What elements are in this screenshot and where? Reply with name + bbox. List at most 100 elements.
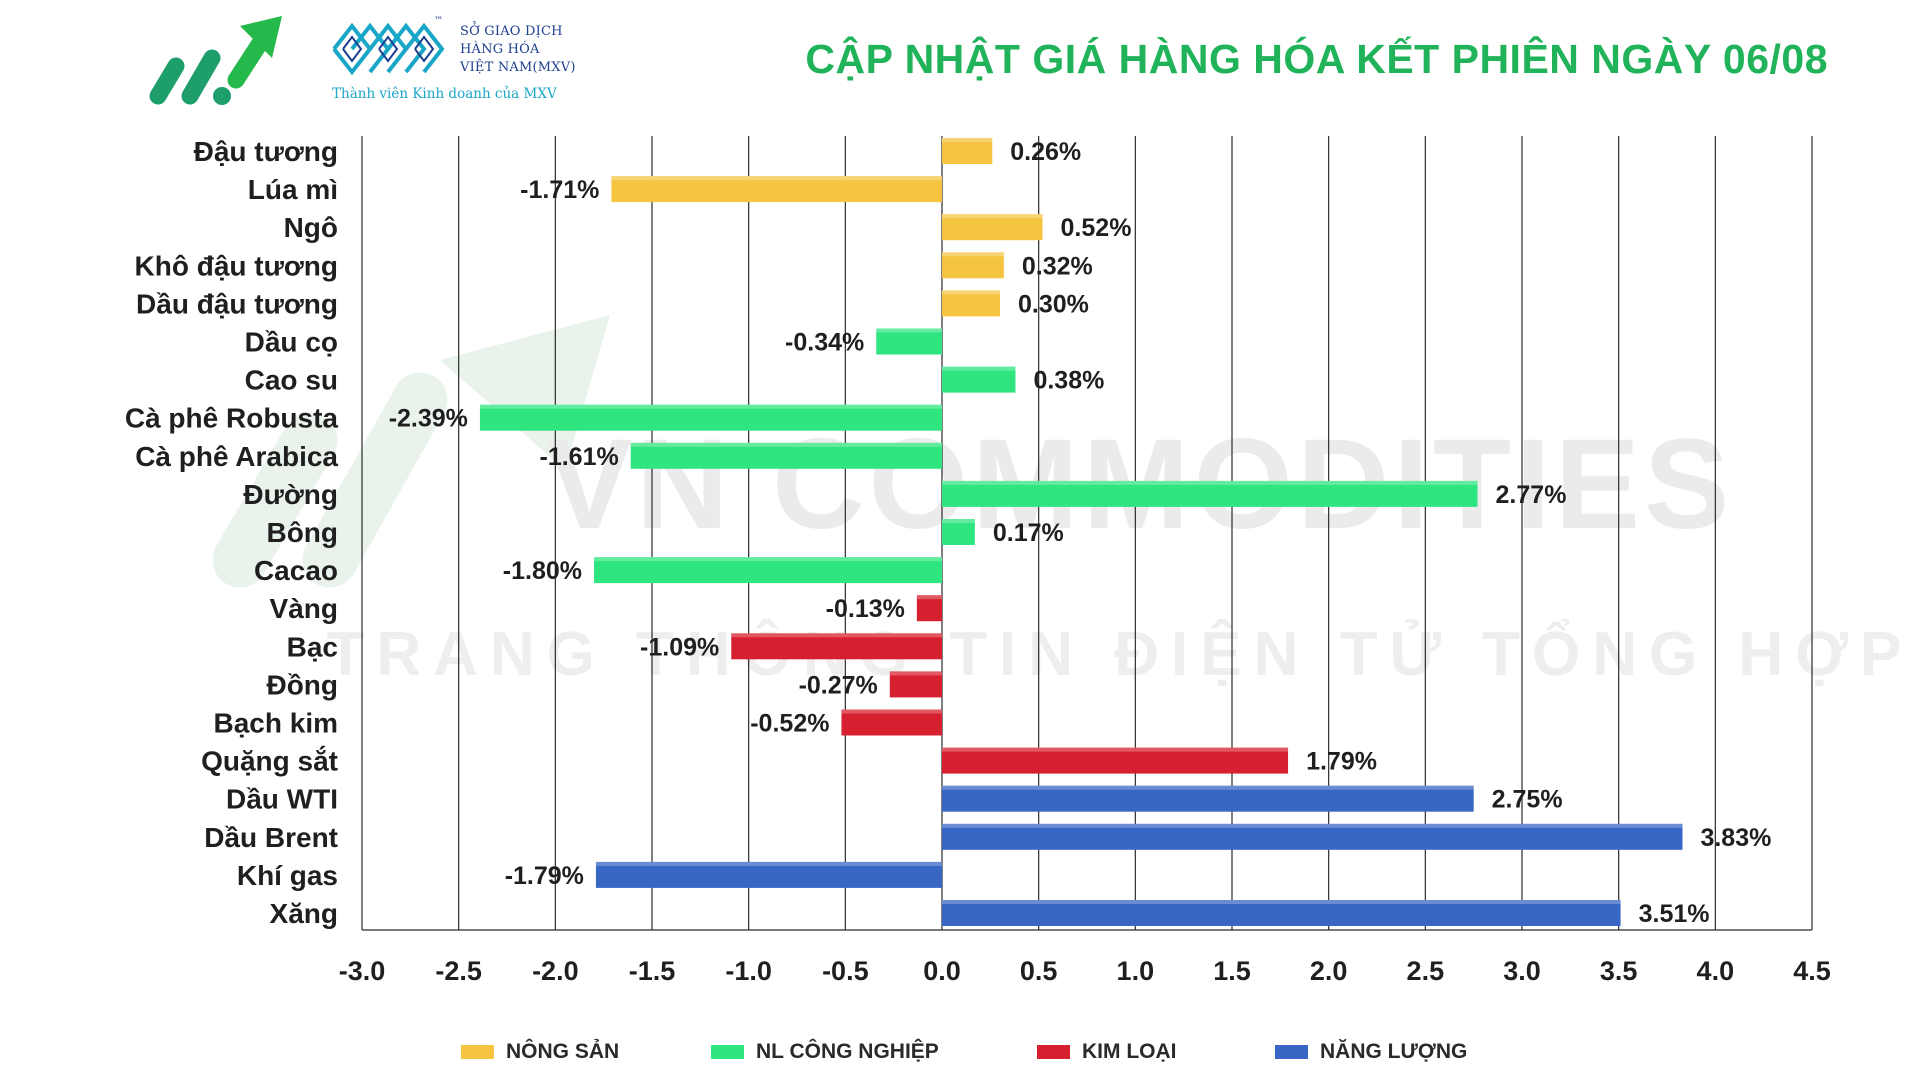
bar bbox=[731, 633, 942, 660]
x-tick-label: 1.0 bbox=[1117, 956, 1155, 986]
bar bbox=[841, 709, 942, 736]
category-label: Cacao bbox=[254, 555, 338, 586]
bar-highlight bbox=[942, 214, 1043, 219]
bar bbox=[942, 366, 1016, 393]
x-tick-label: 2.5 bbox=[1407, 956, 1445, 986]
category-labels: Đậu tương Lúa mì Ngô Khô đậu tương Dầu đậu t… bbox=[125, 136, 339, 929]
category-label: Đồng bbox=[266, 669, 338, 700]
bar bbox=[630, 442, 942, 469]
bar bbox=[942, 290, 1000, 317]
data-label: -1.61% bbox=[540, 443, 619, 471]
mxv-logo-line-1: SỞ GIAO DỊCH bbox=[460, 24, 563, 39]
bar-highlight bbox=[942, 252, 1004, 257]
legend-item: KIM LOẠI bbox=[1037, 1040, 1177, 1064]
bar bbox=[942, 747, 1289, 774]
data-label: -1.80% bbox=[503, 557, 582, 585]
category-label: Cà phê Robusta bbox=[125, 403, 339, 434]
bar-highlight bbox=[630, 442, 942, 447]
x-tick-label: 2.0 bbox=[1310, 956, 1348, 986]
legend: NÔNG SẢN NL CÔNG NGHIỆP KIM LOẠI NĂNG LƯỢNG bbox=[0, 1040, 1920, 1070]
x-tick-label: 4.0 bbox=[1697, 956, 1735, 986]
x-tick-label: 3.5 bbox=[1600, 956, 1638, 986]
bar-highlight bbox=[942, 366, 1016, 371]
legend-swatch bbox=[711, 1045, 744, 1059]
watermark-arrow-head-icon bbox=[440, 315, 610, 470]
mxv-chevron-logo-icon bbox=[332, 22, 445, 76]
category-label: Dầu cọ bbox=[245, 327, 338, 358]
category-label: Khí gas bbox=[237, 860, 338, 891]
bar bbox=[942, 214, 1043, 241]
data-label: -1.71% bbox=[520, 176, 599, 204]
bar-highlight bbox=[611, 176, 942, 181]
bar bbox=[942, 785, 1474, 812]
x-tick-label: 3.0 bbox=[1503, 956, 1541, 986]
bar bbox=[916, 595, 942, 622]
bar bbox=[942, 823, 1683, 850]
data-label: 0.38% bbox=[1033, 367, 1104, 395]
x-tick-label: 0.0 bbox=[923, 956, 961, 986]
data-label: 2.75% bbox=[1492, 786, 1563, 814]
bar-highlight bbox=[942, 138, 993, 142]
watermark-line-2: TRANG THÔNG TIN ĐIỆN TỬ TỔNG HỢP bbox=[326, 619, 1913, 689]
mxv-logo-line-3: VIỆT NAM(MXV) bbox=[460, 60, 576, 75]
data-label: -2.39% bbox=[389, 405, 468, 433]
bar-highlight bbox=[731, 633, 942, 638]
growth-arrow-logo-icon bbox=[149, 16, 282, 105]
bar-highlight bbox=[942, 480, 1478, 485]
data-label: -0.27% bbox=[799, 671, 878, 699]
category-label: Khô đậu tương bbox=[135, 250, 338, 281]
data-label: 2.77% bbox=[1496, 481, 1567, 509]
bar bbox=[942, 252, 1004, 279]
legend-item: NL CÔNG NGHIỆP bbox=[711, 1040, 939, 1064]
bar bbox=[942, 900, 1621, 926]
x-tick-labels: -3.0 -2.5 -2.0 -1.5 -1.0 -0.5 0.0 0.5 1.0 1.5 2.0 2… bbox=[339, 956, 1831, 986]
bar bbox=[595, 861, 942, 888]
watermark-arrow-stroke-1 bbox=[212, 412, 338, 588]
legend-item: NĂNG LƯỢNG bbox=[1275, 1040, 1467, 1064]
page-title: CẬP NHẬT GIÁ HÀNG HÓA KẾT PHIÊN NGÀY 06/… bbox=[805, 36, 1828, 82]
mxv-member-subtitle: Thành viên Kinh doanh của MXV bbox=[332, 86, 557, 102]
data-label: 0.30% bbox=[1018, 290, 1089, 318]
category-label: Dầu WTI bbox=[226, 784, 338, 815]
category-label: Quặng sắt bbox=[201, 746, 338, 777]
bar-highlight bbox=[479, 404, 942, 409]
category-label: Xăng bbox=[270, 898, 338, 929]
bar-highlight bbox=[942, 519, 975, 523]
legend-label: KIM LOẠI bbox=[1082, 1040, 1177, 1063]
trademark-symbol: ™ bbox=[434, 16, 444, 26]
x-tick-label: 0.5 bbox=[1020, 956, 1058, 986]
bar bbox=[876, 328, 942, 355]
bar bbox=[611, 176, 942, 203]
category-label: Lúa mì bbox=[248, 174, 338, 205]
data-label: 0.26% bbox=[1010, 138, 1081, 166]
bar-highlight bbox=[942, 785, 1474, 790]
x-tick-label: -2.5 bbox=[435, 956, 482, 986]
bar bbox=[942, 138, 993, 164]
x-tick-label: 4.5 bbox=[1793, 956, 1831, 986]
x-tick-label: -2.0 bbox=[532, 956, 579, 986]
x-tick-label: -1.0 bbox=[725, 956, 772, 986]
bar-highlight bbox=[889, 671, 942, 676]
category-label: Bạch kim bbox=[214, 708, 339, 739]
category-label: Dầu đậu tương bbox=[136, 288, 338, 319]
bar-highlight bbox=[841, 709, 942, 714]
data-label: 1.79% bbox=[1306, 748, 1377, 776]
bar bbox=[889, 671, 942, 698]
category-label: Dầu Brent bbox=[204, 822, 338, 853]
bar bbox=[479, 404, 942, 431]
legend-item: NÔNG SẢN bbox=[461, 1040, 619, 1064]
category-label: Vàng bbox=[270, 593, 338, 624]
category-label: Đường bbox=[243, 479, 338, 510]
x-tick-label: -0.5 bbox=[822, 956, 869, 986]
data-label: -0.52% bbox=[750, 710, 829, 738]
data-label: 0.17% bbox=[993, 519, 1064, 547]
bar bbox=[594, 557, 942, 584]
bar-highlight bbox=[595, 861, 942, 866]
legend-label: NÔNG SẢN bbox=[506, 1040, 620, 1063]
value-labels: 0.26% -1.71% 0.52% 0.32% 0.30% -0.34% 0.38% -2.… bbox=[389, 138, 1772, 928]
data-label: -0.13% bbox=[826, 595, 905, 623]
x-tick-label: -3.0 bbox=[339, 956, 386, 986]
bar-highlight bbox=[942, 823, 1683, 828]
data-label: 3.51% bbox=[1639, 900, 1710, 928]
legend-swatch bbox=[1275, 1045, 1308, 1059]
